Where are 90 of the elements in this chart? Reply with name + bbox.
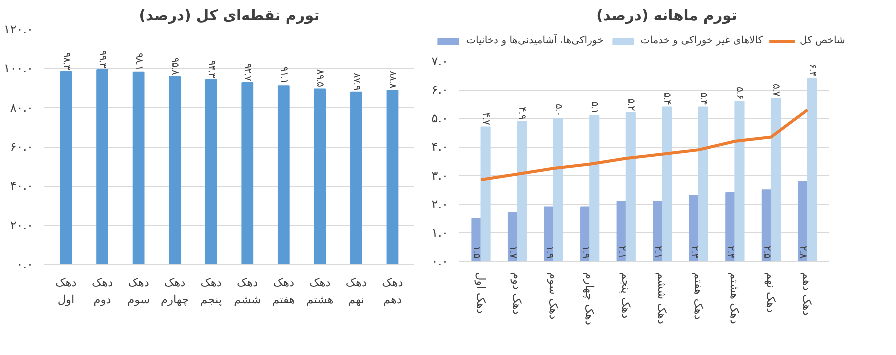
x-tick-label: دهک اول	[474, 272, 488, 314]
data-label: ۱.۹	[580, 246, 592, 258]
data-label: ۵.۱	[589, 101, 600, 114]
x-tick-label: دهک دهم	[800, 272, 815, 316]
legend-label: خوراکی‌ها، آشامیدنی‌ها و دخانیات	[466, 36, 604, 46]
bar	[770, 98, 782, 262]
data-label: ۹۸.۱	[133, 52, 144, 70]
data-label: ۲.۵	[761, 246, 772, 258]
data-label: ۱.۷	[508, 246, 519, 260]
legend-label: شاخص کل	[800, 36, 846, 46]
data-label: ۲.۴	[725, 246, 736, 258]
y-tick-label: ۷.۰	[432, 54, 449, 68]
x-tick-label: دهک هفتم	[692, 272, 706, 320]
data-label: ۹۵.۸	[170, 57, 181, 76]
bar	[734, 101, 745, 262]
bar	[132, 72, 145, 264]
bar	[350, 92, 362, 264]
y-tick-label: ۱۲۰.۰	[4, 22, 34, 36]
x-tick-label: دهک پنجم	[619, 272, 634, 319]
legend-label: کالاهای غیر خوراکی و خدمات	[640, 36, 764, 46]
data-label: ۴.۷	[480, 112, 492, 126]
y-tick-label: ۴۰.۰	[10, 179, 34, 194]
chart-title: تورم ماهانه (درصد)	[596, 8, 738, 24]
y-tick-label: ۱.۰	[432, 226, 449, 240]
bar	[242, 82, 254, 264]
y-tick-label: ۳.۰	[432, 168, 449, 183]
data-label: ۵.۷	[770, 84, 782, 98]
x-tick-label: دهک دوم	[92, 276, 114, 306]
data-label: ۹۹.۳	[97, 50, 108, 70]
y-tick-label: ۲.۰	[432, 197, 449, 212]
bar	[590, 115, 600, 262]
bar	[60, 71, 72, 264]
y-tick-label: ۲۰.۰	[10, 218, 34, 232]
data-label: ۵.۲	[625, 98, 636, 111]
data-label: ۲.۱	[652, 246, 664, 258]
data-label: ۹۲.۷	[242, 63, 254, 82]
x-tick-label: دهک اول	[56, 276, 77, 306]
bar	[96, 70, 108, 264]
y-tick-label: ۴.۰	[432, 140, 449, 154]
data-label: ۸۹.۵	[314, 70, 326, 88]
data-label: ۲.۳	[688, 246, 700, 260]
bar	[517, 121, 528, 262]
bar	[698, 106, 708, 262]
data-label: ۲.۸	[798, 246, 809, 260]
x-tick-label: دهک دهم	[382, 276, 404, 306]
data-label: ۶.۴	[806, 64, 818, 77]
bar	[662, 106, 672, 262]
bar	[807, 78, 818, 262]
data-label: ۹۸.۳	[60, 52, 72, 71]
x-tick-label: دهک چهارم	[583, 272, 598, 326]
y-tick-label: ۶۰.۰	[10, 140, 34, 154]
data-label: ۲.۱	[616, 246, 628, 258]
bar	[386, 90, 399, 264]
x-tick-label: دهک سوم	[128, 276, 150, 306]
data-label: ۵.۴	[662, 92, 673, 106]
x-tick-label: دهک نهم	[346, 276, 368, 306]
data-label: ۱.۵	[471, 246, 482, 258]
bar	[278, 86, 290, 264]
bar	[169, 76, 182, 264]
x-tick-label: دهک ششم	[234, 276, 262, 306]
data-label: ۱.۹	[544, 246, 555, 258]
data-label: ۵.۰	[552, 104, 564, 117]
y-tick-label: ۰.۰	[16, 258, 34, 272]
data-label: ۹۱.۱	[278, 66, 290, 84]
data-label: ۹۴.۳	[206, 60, 217, 79]
data-label: ۵.۶	[734, 87, 746, 100]
x-tick-label: دهک هفتم	[272, 276, 296, 306]
bar	[205, 79, 218, 264]
x-tick-label: دهک هشتم	[728, 272, 742, 324]
bar	[314, 88, 326, 264]
x-tick-label: دهک نهم	[764, 272, 778, 314]
x-tick-label: دهک هشتم	[306, 276, 334, 306]
y-tick-label: ۶.۰	[432, 83, 449, 98]
data-label: ۵.۴	[698, 92, 709, 106]
x-tick-label: دهک چهارم	[161, 276, 190, 306]
bar	[626, 112, 636, 262]
chart-title: تورم نقطه‌ای کل (درصد)	[139, 8, 320, 24]
data-label: ۸۷.۹	[350, 72, 362, 90]
x-tick-label: دهک سوم	[546, 272, 561, 320]
x-tick-label: دهک ششم	[656, 272, 670, 324]
data-label: ۴.۹	[516, 107, 528, 120]
y-tick-label: ۰.۰	[432, 254, 449, 268]
x-tick-label: دهک دوم	[510, 272, 525, 315]
y-tick-label: ۸۰.۰	[10, 100, 34, 115]
data-label: ۸۸.۸	[387, 71, 398, 90]
bar	[480, 126, 491, 262]
y-tick-label: ۱۰۰.۰	[4, 62, 34, 76]
x-tick-label: دهک پنجم	[200, 276, 222, 306]
bar	[553, 118, 564, 262]
y-tick-label: ۵.۰	[432, 112, 449, 126]
